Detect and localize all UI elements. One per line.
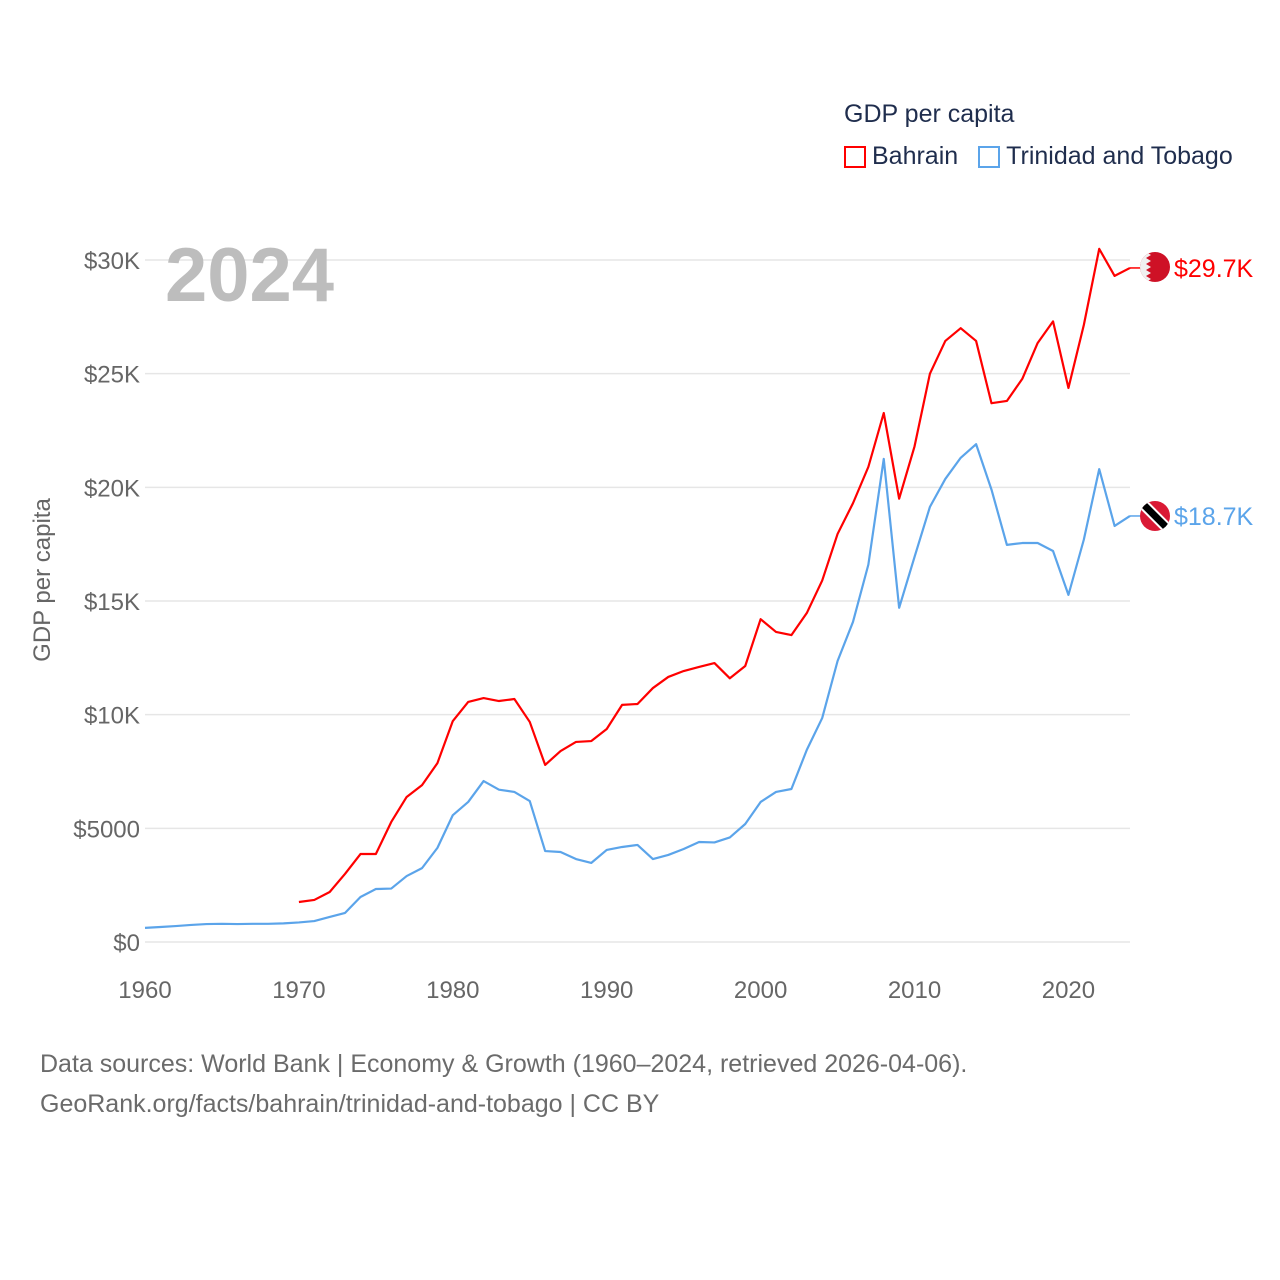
y-tick-label: $30K [84, 248, 140, 275]
legend-swatch-trinidad [978, 145, 1001, 168]
legend-swatch-bahrain [844, 145, 866, 168]
y-tick-label: $15K [84, 589, 140, 616]
x-tick-label: 1990 [580, 977, 633, 1004]
bahrain-flag-icon [1140, 251, 1170, 282]
end-value-label: $29.7K [1174, 255, 1254, 283]
y-tick-label: $0 [113, 930, 140, 957]
end-value-label: $18.7K [1174, 503, 1254, 531]
series-line-bahrain [298, 247, 1131, 904]
y-tick-label: $10K [84, 703, 140, 730]
legend-item-trinidad[interactable]: Trinidad and Tobago [978, 142, 1233, 171]
legend-label-bahrain: Bahrain [872, 142, 959, 170]
x-tick-label: 2010 [888, 977, 941, 1004]
x-tick-label: 1980 [426, 977, 479, 1004]
year-label: 2024 [165, 233, 335, 318]
y-tick-label: $25K [84, 362, 140, 389]
legend-label-trinidad: Trinidad and Tobago [1006, 142, 1233, 170]
x-tick-label: 2020 [1042, 977, 1095, 1004]
data-sources: Data sources: World Bank | Economy & Gro… [40, 1050, 968, 1078]
legend-title: GDP per capita [844, 100, 1015, 128]
footer: Data sources: World Bank | Economy & Gro… [40, 1044, 967, 1124]
legend-item-bahrain[interactable]: Bahrain [844, 142, 958, 171]
x-tick-label: 2000 [734, 977, 787, 1004]
legend: Bahrain Trinidad and Tobago [844, 142, 1233, 171]
y-tick-label: $5000 [73, 816, 140, 843]
y-tick-label: $20K [84, 475, 140, 502]
trinidad-and-tobago-flag-icon [1140, 500, 1170, 531]
x-tick-label: 1960 [118, 977, 171, 1004]
series-line-trinidad [144, 443, 1131, 930]
x-tick-label: 1970 [272, 977, 325, 1004]
y-axis-label: GDP per capita [29, 498, 56, 662]
source-link[interactable]: GeoRank.org/facts/bahrain/trinidad-and-t… [40, 1090, 660, 1118]
